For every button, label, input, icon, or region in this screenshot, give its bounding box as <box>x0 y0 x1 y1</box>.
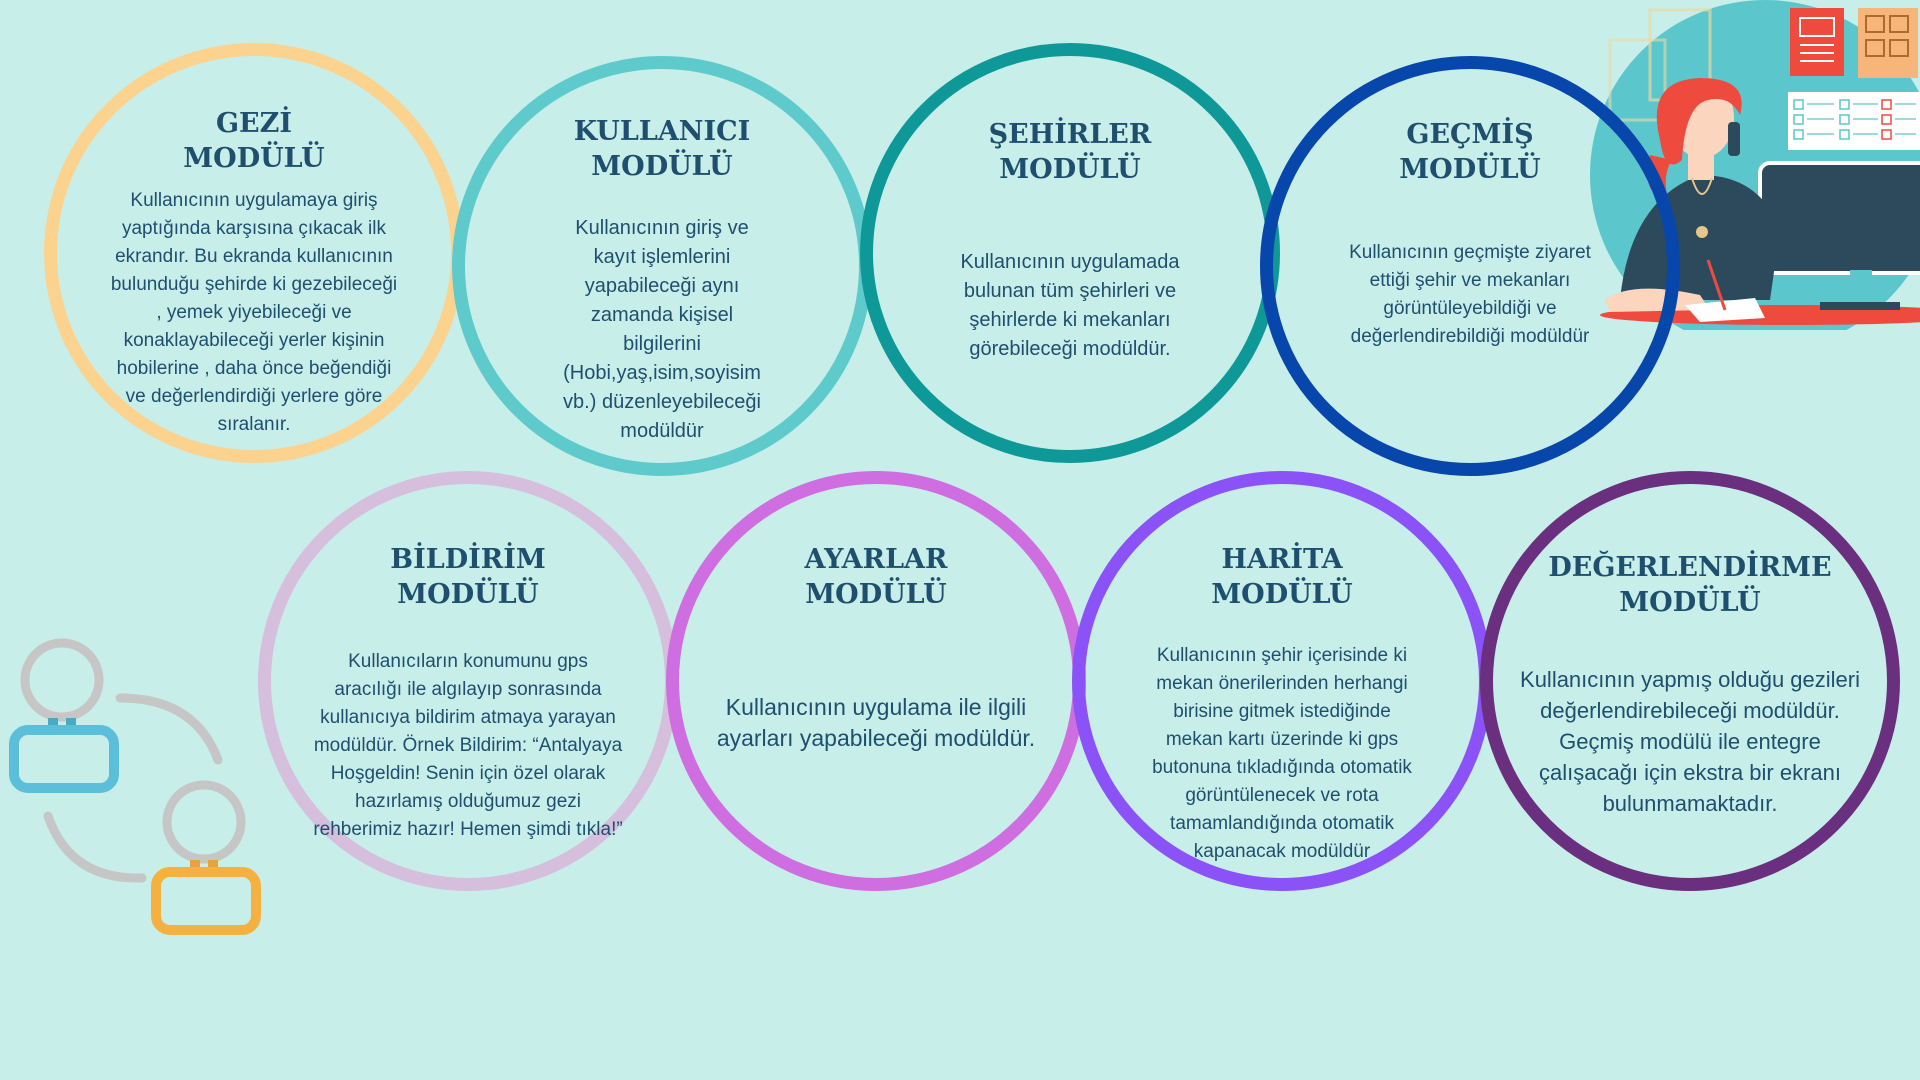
text-line: KULLANICI <box>573 116 751 147</box>
gecmis-module-description: Kullanıcının geçmişte ziyaret ettiği şehi… <box>1293 239 1647 351</box>
text-line: mekan kartı üzerinde ki gps <box>1165 729 1399 750</box>
degerlendirme-module-circle: DEĞERLENDİRME MODÜLÜ Kullanıcının yapmış… <box>1480 471 1900 891</box>
sehirler-module-description: Kullanıcının uygulamada bulunan tüm şehir… <box>903 248 1237 364</box>
text-line: kayıt işlemlerini <box>593 246 731 268</box>
text-line: ŞEHİRLER <box>988 119 1152 150</box>
text-line: MODÜLÜ <box>1211 579 1353 610</box>
text-line: GEZİ <box>216 108 292 139</box>
text-line: Kullanıcının giriş ve <box>575 217 749 239</box>
users-icon <box>9 638 261 935</box>
text-line: mekan önerilerinden herhangi <box>1156 673 1408 694</box>
ayarlar-module-circle: AYARLAR MODÜLÜ Kullanıcının uygulama ile… <box>666 471 1086 891</box>
text-line: ekrandır. Bu ekranda kullanıcının <box>115 246 393 267</box>
text-line: modüldür <box>620 420 704 442</box>
text-line: HARİTA <box>1221 544 1343 575</box>
text-line: Kullanıcının yapmış olduğu gezileri <box>1520 667 1860 692</box>
text-line: MODÜLÜ <box>591 151 733 182</box>
text-line: değerlendirebildiği modüldür <box>1350 326 1590 347</box>
text-line: Kullanıcının uygulamada <box>960 251 1180 273</box>
sehirler-module-title: ŞEHİRLER MODÜLÜ <box>913 117 1227 187</box>
text-line: GEÇMİŞ <box>1406 119 1534 150</box>
text-line: MODÜLÜ <box>999 154 1141 185</box>
degerlendirme-module-description: Kullanıcının yapmış olduğu gezileri değer… <box>1508 664 1872 819</box>
gecmis-module-circle: GEÇMİŞ MODÜLÜ Kullanıcının geçmişte ziya… <box>1260 56 1680 476</box>
text-line: zamanda kişisel <box>590 304 734 326</box>
text-line: (Hobi,yaş,isim,soyisim <box>563 362 761 384</box>
text-line: rehberimiz hazır! Hemen şimdi tıkla!” <box>313 819 623 840</box>
kullanici-module-description: Kullanıcının giriş ve kayıt işlemlerini ya… <box>485 214 839 446</box>
text-line: ettiği şehir ve mekanları <box>1369 270 1571 291</box>
text-line: bulunmamaktadır. <box>1602 791 1778 816</box>
text-line: MODÜLÜ <box>183 143 325 174</box>
text-line: ve değerlendirdiği yerlere göre <box>125 386 383 407</box>
harita-module-description: Kullanıcının şehir içerisinde ki mekan ön… <box>1100 642 1464 866</box>
text-line: görebileceği modüldür. <box>969 338 1171 360</box>
text-line: yapabileceği aynı <box>584 275 740 297</box>
text-line: AYARLAR <box>804 544 948 575</box>
text-line: Kullanıcının uygulamaya giriş <box>130 190 378 211</box>
text-line: Kullanıcıların konumunu gps <box>348 651 588 672</box>
text-line: yaptığında karşısına çıkacak ilk <box>121 218 386 239</box>
text-line: konaklayabileceği yerler kişinin <box>123 330 385 351</box>
text-line: aracılığı ile algılayıp sonrasında <box>334 679 602 700</box>
kullanici-module-circle: KULLANICI MODÜLÜ Kullanıcının giriş ve ka… <box>452 56 872 476</box>
gezi-module-title: GEZİ MODÜLÜ <box>97 106 411 176</box>
text-line: çalışacağı için ekstra bir ekranı <box>1538 760 1842 785</box>
text-line: MODÜLÜ <box>1619 587 1761 618</box>
text-line: şehirlerde ki mekanları <box>969 309 1171 331</box>
text-line: Hoşgeldin! Senin için özel olarak <box>330 763 606 784</box>
text-line: bulunduğu şehirde ki gezebileceği <box>110 274 398 295</box>
sehirler-module-circle: ŞEHİRLER MODÜLÜ Kullanıcının uygulamada b… <box>860 43 1280 463</box>
text-line: tamamlandığında otomatik <box>1170 813 1394 834</box>
text-line: sıralanır. <box>217 414 291 435</box>
text-line: değerlendirebileceği modüldür. <box>1540 698 1840 723</box>
bildirim-module-description: Kullanıcıların konumunu gps aracılığı ile… <box>276 648 660 844</box>
ayarlar-module-description: Kullanıcının uygulama ile ilgili ayarları… <box>689 692 1063 754</box>
text-line: kapanacak modüldür <box>1193 841 1371 862</box>
text-line: , yemek yiyebileceği ve <box>156 302 352 323</box>
text-line: Kullanıcının geçmişte ziyaret <box>1349 242 1591 263</box>
text-line: görüntüleyebildiği ve <box>1383 298 1557 319</box>
text-line: Kullanıcının uygulama ile ilgili <box>725 694 1027 720</box>
text-line: MODÜLÜ <box>805 579 947 610</box>
text-line: butonuna tıkladığında otomatik <box>1152 757 1412 778</box>
gezi-module-description: Kullanıcının uygulamaya giriş yaptığında … <box>67 187 441 439</box>
text-line: DEĞERLENDİRME <box>1548 552 1832 583</box>
degerlendirme-module-title: DEĞERLENDİRME MODÜLÜ <box>1503 550 1877 620</box>
gecmis-module-title: GEÇMİŞ MODÜLÜ <box>1313 117 1627 187</box>
harita-module-title: HARİTA MODÜLÜ <box>1125 542 1439 612</box>
text-line: ayarları yapabileceği modüldür. <box>716 725 1036 751</box>
text-line: görüntülenecek ve rota <box>1185 785 1379 806</box>
bildirim-module-title: BİLDİRİM MODÜLÜ <box>311 542 625 612</box>
text-line: bilgilerini <box>623 333 701 355</box>
text-line: hobilerine , daha önce beğendiği <box>116 358 392 379</box>
kullanici-module-title: KULLANICI MODÜLÜ <box>505 114 819 184</box>
ayarlar-module-title: AYARLAR MODÜLÜ <box>719 542 1033 612</box>
gezi-module-circle: GEZİ MODÜLÜ Kullanıcının uygulamaya giri… <box>44 43 464 463</box>
text-line: MODÜLÜ <box>1399 154 1541 185</box>
text-line: vb.) düzenleyebileceği <box>563 391 761 413</box>
text-line: Geçmiş modülü ile entegre <box>1559 729 1821 754</box>
text-line: hazırlamış olduğumuz gezi <box>355 791 581 812</box>
bildirim-module-circle: BİLDİRİM MODÜLÜ Kullanıcıların konumunu … <box>258 471 678 891</box>
text-line: MODÜLÜ <box>397 579 539 610</box>
text-line: modüldür. Örnek Bildirim: “Antalyaya <box>313 735 623 756</box>
text-line: Kullanıcının şehir içerisinde ki <box>1156 645 1408 666</box>
harita-module-circle: HARİTA MODÜLÜ Kullanıcının şehir içerisi… <box>1072 471 1492 891</box>
text-line: BİLDİRİM <box>390 544 546 575</box>
text-line: kullanıcıya bildirim atmaya yarayan <box>320 707 616 728</box>
text-line: birisine gitmek istediğinde <box>1173 701 1391 722</box>
text-line: bulunan tüm şehirleri ve <box>963 280 1177 302</box>
